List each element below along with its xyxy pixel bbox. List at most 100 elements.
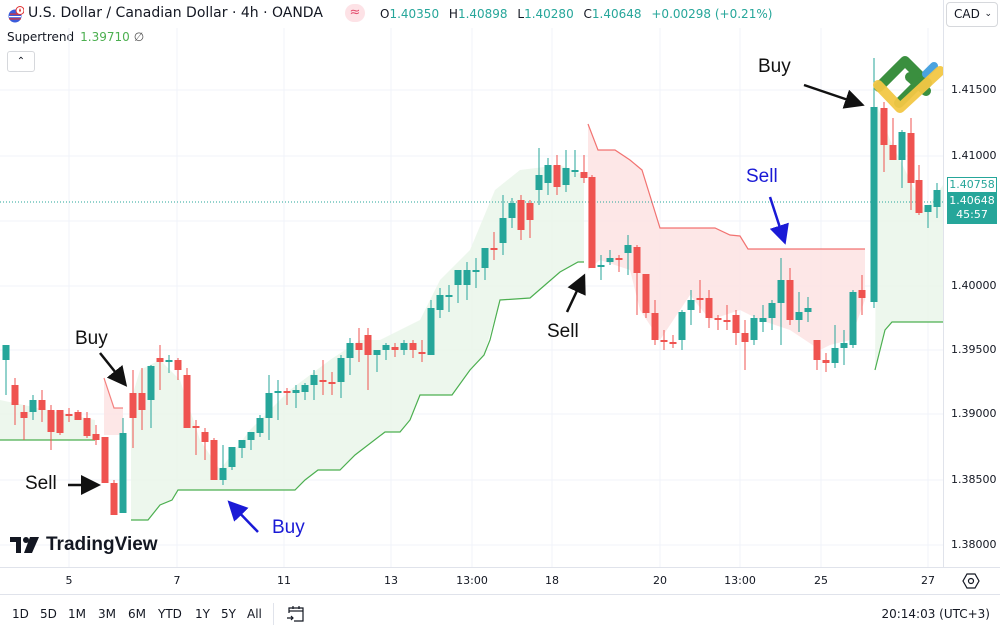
arrow-buy-2: [227, 500, 259, 533]
supertrend-legend[interactable]: Supertrend 1.39710 ∅: [7, 30, 144, 44]
currency-label: CAD: [954, 7, 980, 21]
candle: [210, 440, 218, 480]
candle: [741, 333, 749, 342]
bar-countdown: 45:57: [956, 208, 988, 221]
candle: [183, 375, 191, 428]
candle: [517, 200, 525, 230]
high-value: 1.40898: [457, 7, 508, 21]
candle: [301, 385, 309, 392]
time-label: 13:00: [456, 574, 488, 587]
candle: [337, 358, 345, 382]
candle: [732, 315, 740, 333]
candle: [481, 248, 489, 268]
time-label: 20: [653, 574, 667, 587]
candle: [427, 308, 435, 355]
arrow-buy-3: [803, 83, 865, 109]
price-axis[interactable]: [943, 0, 1000, 567]
candle: [364, 335, 372, 355]
candle: [400, 343, 408, 350]
candle: [795, 312, 803, 320]
annotation-buy-1: Buy: [75, 328, 108, 349]
candle: [283, 391, 291, 393]
low-value: 1.40280: [524, 7, 574, 21]
candle: [669, 342, 677, 344]
candle: [562, 168, 570, 185]
tradingview-icon: [10, 537, 39, 553]
candle: [606, 258, 614, 262]
time-label: 27: [921, 574, 935, 587]
supertrend-down-line-1: [103, 377, 123, 409]
collapse-legend-button[interactable]: ⌃: [7, 51, 35, 72]
candle: [228, 447, 236, 467]
range-all-button[interactable]: All: [247, 607, 262, 621]
candle: [678, 312, 686, 340]
candle: [265, 393, 273, 418]
candle: [880, 108, 888, 145]
annotation-buy-2: Buy: [272, 517, 305, 538]
range-3m-button[interactable]: 3M: [98, 607, 116, 621]
arrow-sell-3: [768, 196, 789, 245]
price-label: 1.38000: [951, 538, 997, 551]
candle: [119, 433, 127, 513]
price-label: 1.39000: [951, 407, 997, 420]
candle: [889, 145, 897, 160]
candle: [355, 343, 363, 350]
candle: [138, 393, 146, 410]
candle: [714, 318, 722, 320]
supertrend-up-fill-3: [875, 105, 943, 370]
low-label: L: [517, 7, 525, 21]
range-6m-button[interactable]: 6M: [128, 607, 146, 621]
price-label: 1.41500: [951, 83, 997, 96]
last-price-tag: 1.40648 45:57: [947, 193, 997, 224]
candle: [696, 298, 704, 300]
candle: [174, 360, 182, 370]
open-label: O: [380, 7, 390, 21]
candle: [768, 303, 776, 318]
price-label: 1.39500: [951, 343, 997, 356]
candle: [47, 410, 55, 432]
candle: [508, 203, 516, 218]
candle: [472, 270, 480, 272]
candle: [129, 393, 137, 418]
candle: [526, 203, 534, 220]
candle: [56, 410, 64, 433]
high-label: H: [448, 7, 458, 21]
us-canada-flag-icon: [8, 6, 24, 23]
symbol-title[interactable]: U.S. Dollar / Canadian Dollar · 4h · OAN…: [28, 5, 323, 21]
candle: [759, 318, 767, 322]
candle: [813, 340, 821, 360]
candle: [101, 437, 109, 483]
calendar-goto-icon[interactable]: [286, 604, 306, 624]
candle: [571, 170, 579, 172]
supertrend-down-fill-2: [588, 124, 865, 350]
candle: [660, 340, 668, 342]
candle: [74, 412, 82, 420]
range-ytd-button[interactable]: YTD: [158, 607, 182, 621]
range-1y-button[interactable]: 1Y: [195, 607, 210, 621]
currency-select[interactable]: CAD ⌄: [946, 2, 998, 27]
wave-approx-icon[interactable]: ≈: [345, 4, 365, 22]
price-chart[interactable]: [0, 0, 943, 567]
candle: [201, 432, 209, 442]
indicator-value: 1.39710: [80, 30, 130, 44]
litefinance-logo-icon: [873, 56, 943, 113]
chevron-up-icon: ⌃: [16, 56, 26, 67]
candle: [633, 247, 641, 273]
range-1d-button[interactable]: 1D: [12, 607, 29, 621]
null-icon: ∅: [133, 30, 145, 44]
price-label: 1.41000: [951, 149, 997, 162]
supertrend-up-line-3: [874, 321, 943, 371]
candle: [597, 265, 605, 267]
candle: [65, 414, 73, 416]
tradingview-logo[interactable]: TradingView: [10, 532, 158, 558]
clock-timezone[interactable]: 20:14:03 (UTC+3): [881, 607, 990, 621]
candle: [310, 375, 318, 385]
candle: [165, 360, 173, 362]
time-axis[interactable]: 5 7 11 13 13:00 18 20 13:00 25 27: [0, 567, 1000, 595]
range-1m-button[interactable]: 1M: [68, 607, 86, 621]
range-5d-button[interactable]: 5D: [40, 607, 57, 621]
candle: [391, 347, 399, 350]
last-price-value: 1.40648: [949, 194, 995, 207]
range-5y-button[interactable]: 5Y: [221, 607, 236, 621]
gear-icon[interactable]: [962, 572, 980, 590]
